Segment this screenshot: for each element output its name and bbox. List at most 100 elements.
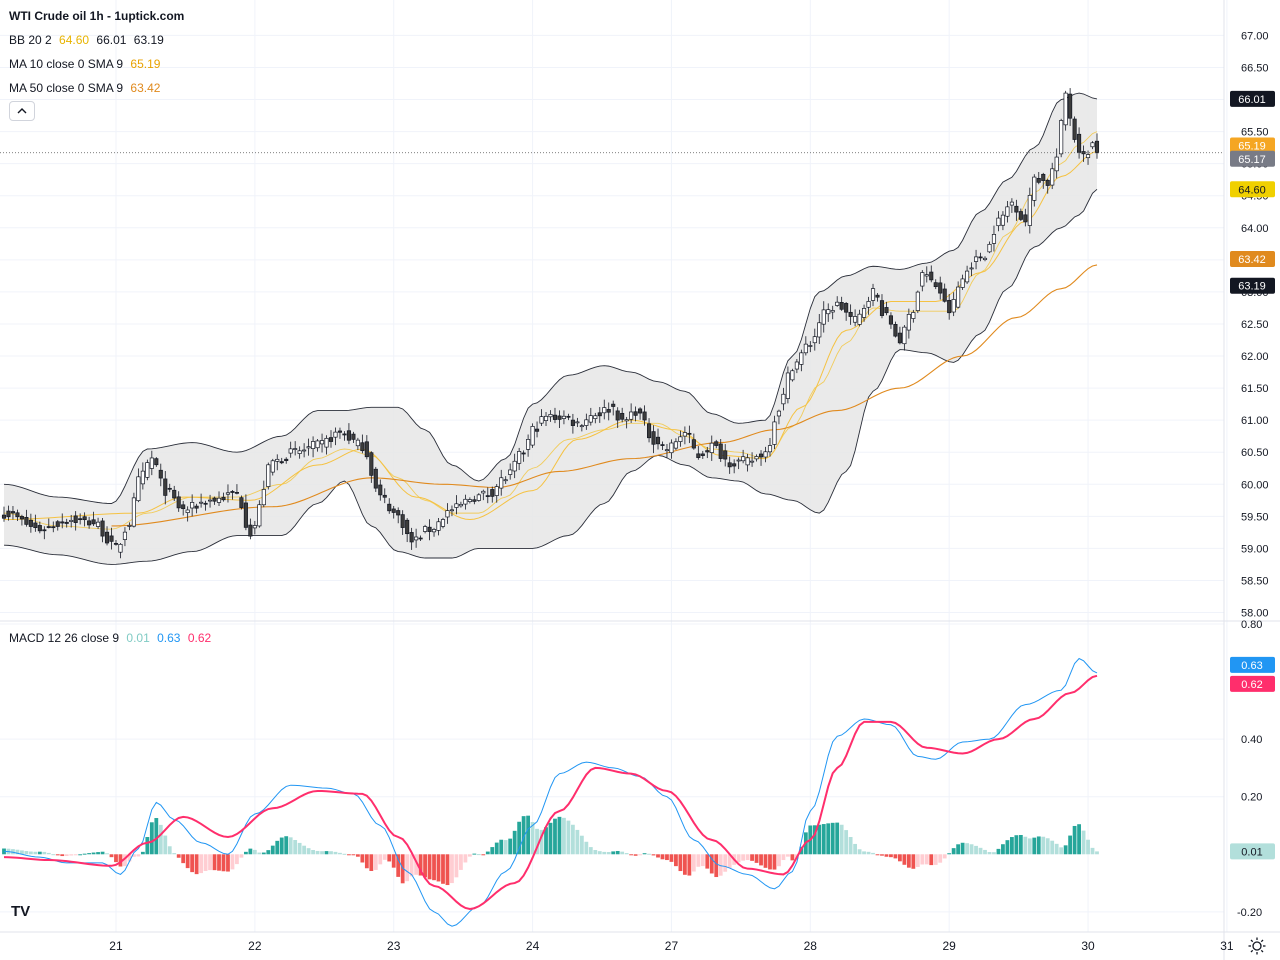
settings-gear-icon[interactable]	[1247, 936, 1267, 956]
candle	[225, 484, 231, 503]
price-tick-label: 62.50	[1241, 319, 1269, 331]
candle	[736, 457, 741, 470]
macd-histogram-bar	[342, 853, 347, 855]
candle	[355, 437, 360, 451]
candle	[216, 491, 222, 507]
macd-histogram-bar	[584, 841, 589, 855]
macd-histogram-bar	[176, 854, 181, 858]
legend-ma50-name: MA 50 close 0 SMA 9	[9, 81, 124, 95]
macd-histogram-bar	[620, 851, 625, 855]
macd-histogram-bar	[118, 854, 123, 867]
candle	[646, 418, 652, 443]
candle	[575, 417, 580, 428]
macd-histogram-bar	[1014, 835, 1019, 855]
price-tick-label: 61.00	[1241, 415, 1269, 427]
macd-histogram-bar	[1001, 844, 1005, 855]
macd-histogram-bar	[1054, 843, 1059, 855]
price-tag: 66.01	[1230, 90, 1275, 107]
candle	[817, 313, 822, 344]
macd-histogram-bar	[1041, 836, 1046, 855]
macd-histogram-bar	[960, 842, 965, 855]
macd-histogram-bar	[109, 854, 114, 858]
candle	[122, 527, 127, 547]
macd-histogram-bar	[387, 854, 392, 862]
macd-histogram-bar	[427, 854, 432, 880]
macd-histogram-bar	[1081, 830, 1086, 855]
candle	[91, 511, 96, 526]
candle	[727, 456, 732, 474]
candle	[127, 522, 132, 531]
candle	[812, 328, 817, 351]
candle	[539, 409, 544, 427]
legend-bollinger[interactable]: BB 20 2 64.60 66.01 63.19	[9, 33, 164, 47]
candle	[772, 415, 777, 450]
macd-histogram-bar	[194, 854, 199, 875]
svg-text:64.60: 64.60	[1238, 184, 1266, 196]
candle	[10, 506, 16, 520]
candle	[172, 485, 177, 502]
candle	[803, 336, 808, 356]
candle	[275, 454, 280, 471]
macd-histogram-bar	[624, 853, 629, 855]
price-tick-label: 59.50	[1241, 511, 1269, 523]
price-tick-label: 60.00	[1241, 479, 1269, 491]
macd-histogram-bar	[288, 837, 293, 855]
macd-histogram-bar	[947, 853, 952, 855]
macd-histogram-bar	[920, 854, 925, 865]
macd-histogram-bar	[15, 849, 20, 855]
macd-histogram-bar	[606, 852, 611, 855]
candle	[55, 519, 60, 531]
macd-histogram-bar	[100, 851, 105, 855]
candle	[714, 439, 719, 449]
candle	[781, 387, 786, 411]
macd-histogram-bar	[633, 854, 638, 856]
candle	[548, 410, 553, 422]
candle	[758, 450, 764, 466]
tradingview-logo[interactable]: TV	[9, 900, 41, 922]
candle	[158, 463, 163, 487]
candle	[463, 494, 468, 510]
time-axis[interactable]: 21 22 23 24 27 28 29 30 31	[109, 939, 1234, 953]
candle	[1005, 201, 1010, 223]
macd-histogram-bar	[682, 854, 687, 875]
candle	[991, 225, 997, 252]
candle	[655, 428, 661, 450]
macd-histogram-bar	[512, 830, 517, 855]
macd-histogram-bar	[355, 854, 360, 857]
legend-ma50[interactable]: MA 50 close 0 SMA 9 63.42	[9, 81, 160, 95]
macd-histogram-bar	[553, 818, 557, 855]
macd-histogram-bar	[360, 854, 365, 863]
legend-macd-name: MACD 12 26 close 9	[9, 631, 120, 645]
macd-histogram-bar	[830, 822, 835, 855]
candle	[982, 256, 988, 262]
candle	[1036, 171, 1041, 185]
bollinger-upper-line	[3, 92, 1098, 504]
candle	[1072, 116, 1077, 143]
candle	[78, 513, 83, 525]
candle	[853, 309, 858, 327]
price-tick-label: 58.00	[1241, 608, 1269, 620]
candle	[64, 518, 69, 528]
candle	[673, 438, 678, 450]
legend-ma10[interactable]: MA 10 close 0 SMA 9 65.19	[9, 57, 160, 71]
candle	[705, 446, 710, 459]
collapse-legend-button[interactable]	[9, 101, 35, 121]
candle	[190, 494, 195, 517]
macd-histogram-bar	[611, 851, 616, 855]
legend-macd[interactable]: MACD 12 26 close 9 0.01 0.63 0.62	[9, 631, 211, 645]
price-tick-label: 66.50	[1241, 62, 1269, 74]
macd-histogram-bar	[405, 854, 410, 882]
candle	[149, 450, 154, 476]
macd-histogram-bar	[951, 848, 956, 855]
svg-text:0.01: 0.01	[1241, 846, 1262, 858]
macd-histogram-bar	[714, 854, 719, 878]
macd-histogram-bar	[87, 853, 92, 855]
candle	[535, 421, 540, 438]
candle	[826, 303, 831, 322]
candle	[414, 528, 419, 548]
macd-histogram-bar	[20, 850, 24, 855]
candle	[346, 423, 351, 445]
candle	[1023, 208, 1028, 227]
time-tick-label: 27	[665, 939, 679, 953]
